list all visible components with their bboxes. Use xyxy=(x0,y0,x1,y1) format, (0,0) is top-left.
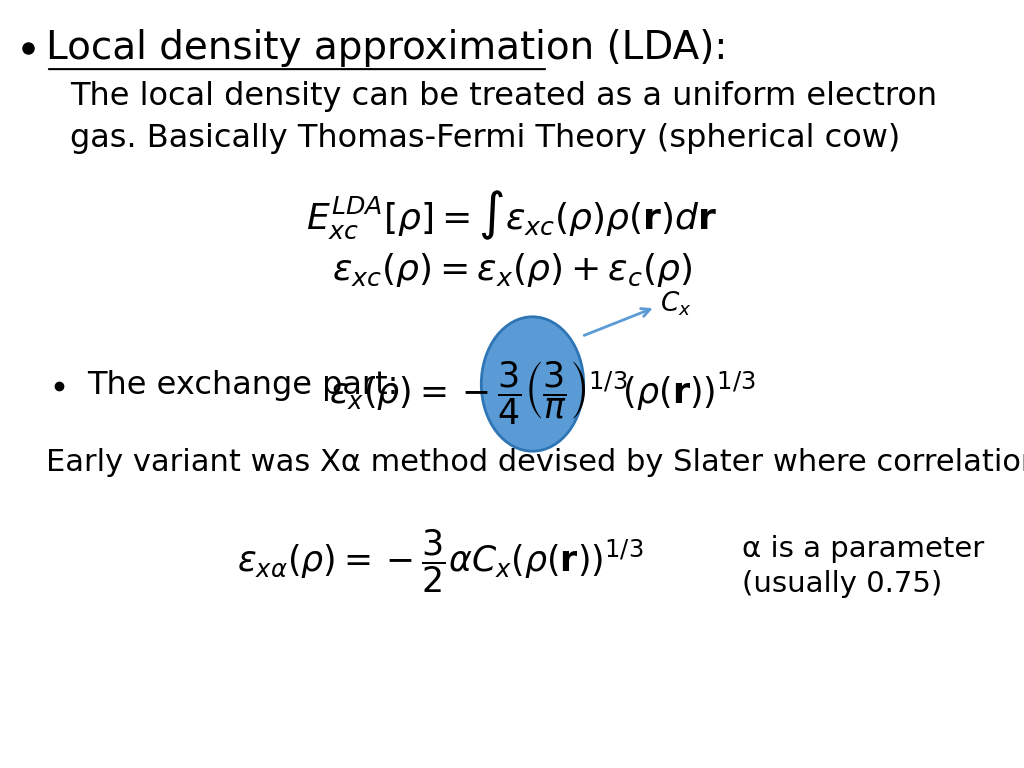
Text: Early variant was Xα method devised by Slater where correlation is ignored.: Early variant was Xα method devised by S… xyxy=(46,448,1024,477)
Text: $E_{xc}^{LDA}\left[\rho\right]=\int\varepsilon_{xc}\left(\rho\right)\rho(\mathbf: $E_{xc}^{LDA}\left[\rho\right]=\int\vare… xyxy=(306,188,718,242)
Text: (usually 0.75): (usually 0.75) xyxy=(742,570,943,598)
Text: Local density approximation (LDA):: Local density approximation (LDA): xyxy=(46,28,727,67)
Text: $\varepsilon_{x}\left(\rho\right)=-\dfrac{3}{4}\left(\dfrac{3}{\pi}\right)^{1/3}: $\varepsilon_{x}\left(\rho\right)=-\dfra… xyxy=(330,359,756,427)
Text: $C_x$: $C_x$ xyxy=(660,290,692,319)
Text: gas. Basically Thomas-Fermi Theory (spherical cow): gas. Basically Thomas-Fermi Theory (sphe… xyxy=(70,123,900,154)
Text: α is a parameter: α is a parameter xyxy=(742,535,985,563)
Text: The exchange part:: The exchange part: xyxy=(87,370,398,401)
Text: The local density can be treated as a uniform electron: The local density can be treated as a un… xyxy=(70,81,937,111)
Text: $\varepsilon_{x\alpha}\left(\rho\right)=-\dfrac{3}{2}\alpha C_x\left(\rho(\mathb: $\varepsilon_{x\alpha}\left(\rho\right)=… xyxy=(237,527,644,594)
Ellipse shape xyxy=(481,317,584,452)
Text: $\varepsilon_{xc}\left(\rho\right)=\varepsilon_{x}\left(\rho\right)+\varepsilon_: $\varepsilon_{xc}\left(\rho\right)=\vare… xyxy=(332,251,692,290)
